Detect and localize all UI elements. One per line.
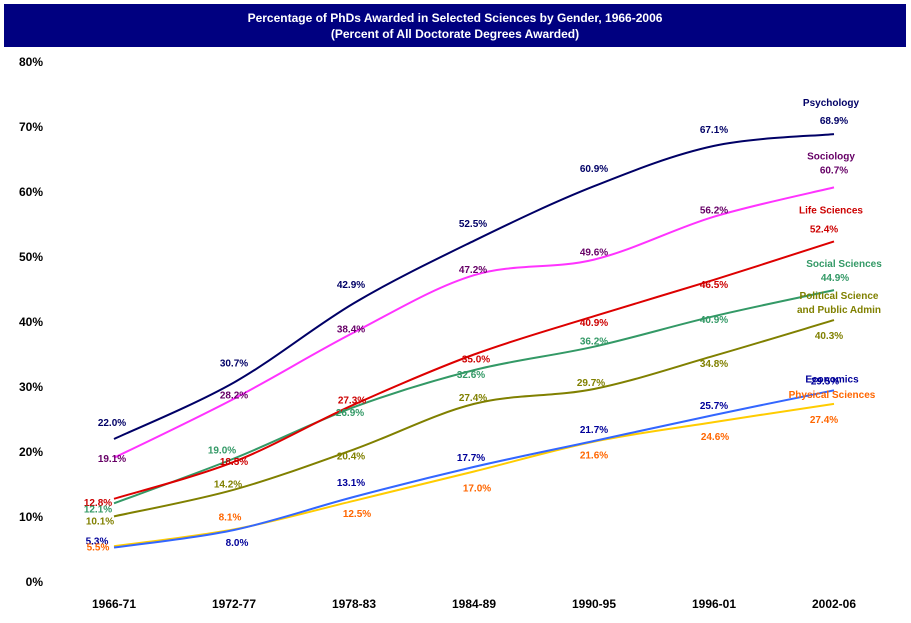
data-label: 14.2% [214, 480, 242, 491]
data-label: 27.4% [810, 415, 838, 426]
data-label: 12.1% [84, 504, 112, 515]
series-line [113, 289, 835, 505]
data-label: 26.9% [336, 408, 364, 419]
series-name-label: and Public Admin [797, 305, 881, 316]
data-label: 34.8% [700, 359, 728, 370]
x-tick-label: 1996-01 [692, 597, 736, 611]
data-labels: 22.0% 30.7% 42.9% 52.5% 60.9% 67.1% 68.9% 19.1%… [84, 116, 849, 553]
data-label: 46.5% [700, 280, 728, 291]
y-tick-label: 60% [19, 185, 43, 199]
series-names: Psychology Sociology Life Sciences Social S… [789, 98, 883, 401]
data-label: 47.2% [459, 265, 487, 276]
series-name-label: Political Science [800, 291, 879, 302]
series-line [113, 133, 835, 440]
data-label: 40.9% [700, 315, 728, 326]
y-tick-label: 80% [19, 55, 43, 69]
y-tick-label: 10% [19, 510, 43, 524]
data-label: 10.1% [86, 516, 114, 527]
data-label: 38.4% [337, 324, 365, 335]
series-line [113, 186, 835, 459]
series-name-label: Life Sciences [799, 205, 863, 216]
data-label: 68.9% [820, 116, 848, 127]
x-tick-label: 2002-06 [812, 597, 856, 611]
data-label: 35.0% [462, 355, 490, 366]
series-name-label: Economics [805, 374, 859, 385]
data-label: 60.7% [820, 165, 848, 176]
data-label: 30.7% [220, 358, 248, 369]
data-label: 19.0% [208, 446, 236, 457]
data-label: 13.1% [337, 478, 365, 489]
data-label: 20.4% [337, 451, 365, 462]
data-label: 27.3% [338, 396, 366, 407]
series-name-label: Psychology [803, 98, 860, 109]
data-label: 36.2% [580, 337, 608, 348]
data-label: 40.9% [580, 318, 608, 329]
data-label: 25.7% [700, 401, 728, 412]
series-lines [113, 133, 835, 549]
data-label: 12.8% [84, 498, 112, 509]
data-label: 19.1% [98, 454, 126, 465]
x-tick-label: 1978-83 [332, 597, 376, 611]
data-label: 32.6% [457, 370, 485, 381]
chart-title: Percentage of PhDs Awarded in Selected S… [247, 11, 663, 25]
series-name-label: Sociology [807, 151, 855, 162]
data-label: 24.6% [701, 432, 729, 443]
y-tick-label: 50% [19, 250, 43, 264]
data-label: 27.4% [459, 393, 487, 404]
data-label: 52.5% [459, 219, 487, 230]
data-label: 21.6% [580, 451, 608, 462]
y-tick-label: 70% [19, 120, 43, 134]
data-label: 8.1% [219, 512, 242, 523]
data-label: 44.9% [821, 273, 849, 284]
data-label: 29.7% [577, 378, 605, 389]
series-name-label: Physical Sciences [789, 390, 876, 401]
y-tick-label: 20% [19, 445, 43, 459]
chart-subtitle: (Percent of All Doctorate Degrees Awarde… [330, 27, 580, 41]
data-label: 5.5% [87, 542, 110, 553]
data-label: 40.3% [815, 331, 843, 342]
axes: 0% 10% 20% 30% 40% 50% 60% 70% 80% 1966-71 1972-77… [19, 55, 856, 611]
series-line [113, 319, 835, 518]
x-tick-label: 1984-89 [452, 597, 496, 611]
data-label: 12.5% [343, 509, 371, 520]
series-name-label: Social Sciences [806, 259, 882, 270]
data-label: 21.7% [580, 425, 608, 436]
data-label: 28.2% [220, 391, 248, 402]
x-tick-label: 1966-71 [92, 597, 136, 611]
data-label: 22.0% [98, 418, 126, 429]
data-label: 8.0% [226, 538, 249, 549]
data-label: 49.6% [580, 248, 608, 259]
series-line [113, 402, 835, 548]
data-label: 67.1% [700, 125, 728, 136]
y-tick-label: 0% [26, 575, 44, 589]
x-tick-label: 1990-95 [572, 597, 616, 611]
chart-title-bar: Percentage of PhDs Awarded in Selected S… [4, 4, 906, 47]
data-label: 17.7% [457, 453, 485, 464]
x-tick-label: 1972-77 [212, 597, 256, 611]
series-line [113, 240, 835, 500]
data-label: 18.5% [220, 457, 248, 468]
data-label: 56.2% [700, 206, 728, 217]
series-line [113, 389, 835, 549]
data-label: 5.3% [86, 537, 109, 548]
data-label: 17.0% [463, 484, 491, 495]
data-label: 42.9% [337, 280, 365, 291]
data-label: 29.5% [811, 376, 839, 387]
y-tick-label: 30% [19, 380, 43, 394]
y-tick-label: 40% [19, 315, 43, 329]
data-label: 52.4% [810, 224, 838, 235]
data-label: 60.9% [580, 164, 608, 175]
